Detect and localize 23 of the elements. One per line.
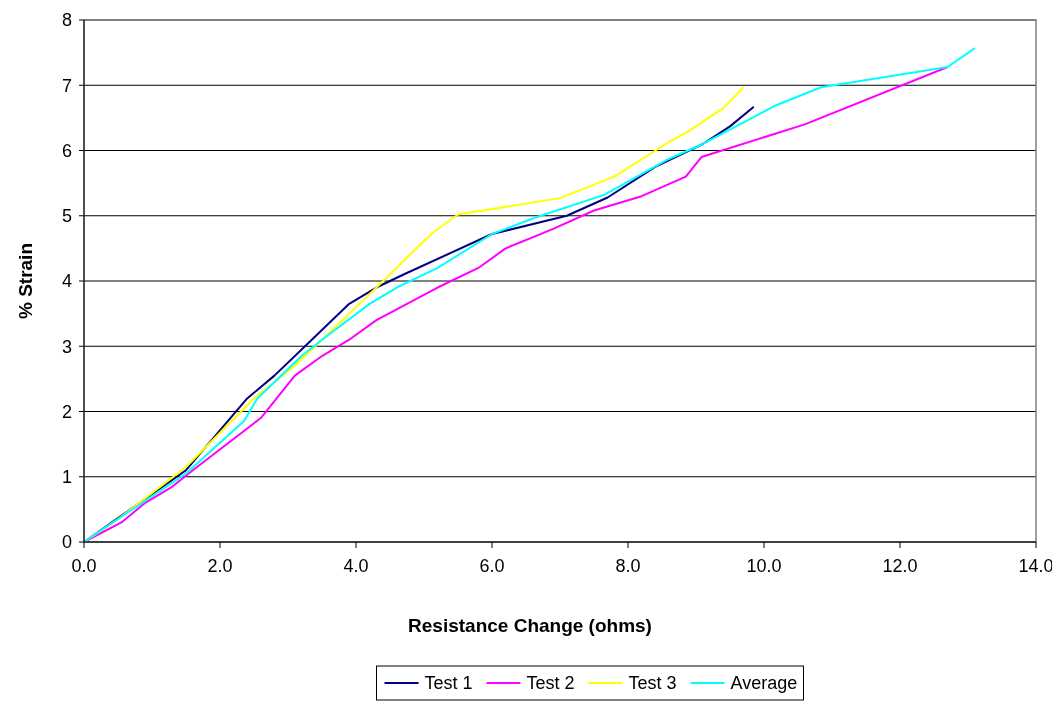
y-axis-title: % Strain — [15, 242, 36, 320]
x-axis-title: Resistance Change (ohms) — [408, 615, 652, 636]
y-tick-label: 3 — [61, 336, 72, 357]
y-tick-label: 7 — [61, 75, 72, 96]
x-tick-label: 10.0 — [746, 556, 782, 576]
y-tick-label: 5 — [61, 206, 72, 227]
y-tick-label: 6 — [61, 140, 72, 161]
legend-label: Test 3 — [628, 673, 677, 694]
x-tick-label: 4.0 — [343, 556, 369, 576]
legend-label: Test 2 — [526, 673, 575, 694]
y-tick-label: 0 — [61, 532, 72, 553]
legend-label: Average — [730, 673, 798, 694]
legend-label: Test 1 — [424, 673, 473, 694]
y-tick-label: 8 — [61, 10, 72, 31]
x-tick-label: 2.0 — [207, 556, 233, 576]
x-tick-label: 6.0 — [479, 556, 505, 576]
y-tick-label: 1 — [61, 467, 72, 488]
x-tick-label: 8.0 — [615, 556, 641, 576]
x-tick-label: 0.0 — [71, 556, 97, 576]
x-tick-label: 12.0 — [882, 556, 918, 576]
x-tick-label: 14.0 — [1018, 556, 1054, 576]
y-tick-label: 4 — [61, 271, 72, 292]
y-tick-label: 2 — [61, 401, 72, 422]
